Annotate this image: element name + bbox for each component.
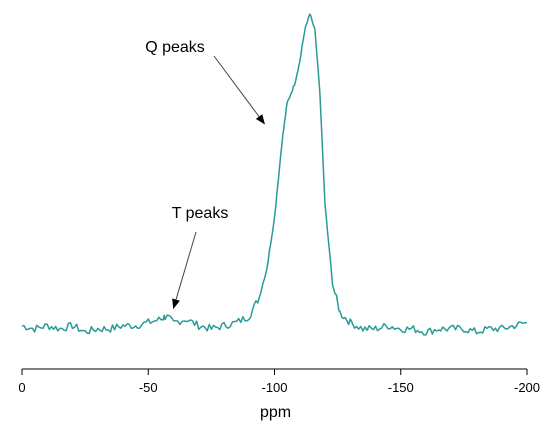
annotations: Q peaks T peaks xyxy=(145,39,265,310)
x-tick-label: -150 xyxy=(388,380,414,395)
x-tick-label: -100 xyxy=(261,380,287,395)
x-axis-label: ppm xyxy=(260,404,291,421)
x-axis-ticks: 0 -50 -100 -150 -200 xyxy=(18,369,540,395)
annotation-label: T peaks xyxy=(172,205,229,222)
x-tick-label: -50 xyxy=(139,380,158,395)
annotation-arrow xyxy=(172,231,197,310)
x-tick-label: 0 xyxy=(18,380,25,395)
annotation-label: Q peaks xyxy=(145,39,205,56)
annotation-arrow xyxy=(213,55,265,125)
spectrum-series-line xyxy=(22,13,528,336)
x-tick-label: -200 xyxy=(514,380,540,395)
